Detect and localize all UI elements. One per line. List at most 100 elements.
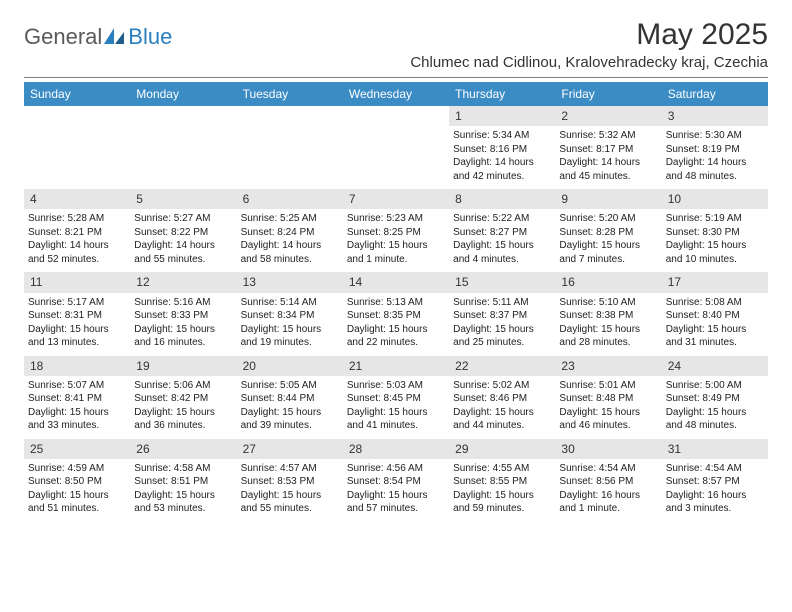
day-number: 20 [237,356,343,376]
weeks-container: 1Sunrise: 5:34 AMSunset: 8:16 PMDaylight… [24,106,768,522]
sunrise-label: Sunrise: [559,380,596,391]
day-cell: 30Sunrise: 4:54 AMSunset: 8:56 PMDayligh… [555,439,661,522]
sunset-label: Sunset: [666,310,700,321]
sunrise-label: Sunrise: [559,213,596,224]
sunset-label: Sunset: [241,227,275,238]
day-number: 28 [343,439,449,459]
sunrise-line: Sunrise: 5:03 AM [347,379,445,393]
sunrise-line: Sunrise: 4:58 AM [134,462,232,476]
day-cell: 13Sunrise: 5:14 AMSunset: 8:34 PMDayligh… [237,272,343,355]
daylight-label: Daylight: [241,490,280,501]
sunset-line: Sunset: 8:35 PM [347,309,445,323]
daylight-label: Daylight: [453,157,492,168]
sunrise-label: Sunrise: [666,463,703,474]
sunrise-value: 4:54 AM [599,463,636,474]
sunset-value: 8:51 PM [171,476,208,487]
sunset-line: Sunset: 8:21 PM [28,226,126,240]
sunrise-label: Sunrise: [134,213,171,224]
sunset-label: Sunset: [347,310,381,321]
sunset-label: Sunset: [453,310,487,321]
sunrise-label: Sunrise: [134,297,171,308]
sunset-line: Sunset: 8:37 PM [453,309,551,323]
sunset-label: Sunset: [241,310,275,321]
daylight-line: Daylight: 16 hours and 3 minutes. [666,489,764,516]
daylight-label: Daylight: [666,324,705,335]
sunset-label: Sunset: [347,227,381,238]
day-header: Tuesday [237,82,343,106]
day-number: 7 [343,189,449,209]
day-number: 1 [449,106,555,126]
sunrise-label: Sunrise: [28,380,65,391]
daylight-label: Daylight: [666,157,705,168]
daylight-label: Daylight: [559,490,598,501]
sunrise-label: Sunrise: [347,213,384,224]
daylight-line: Daylight: 15 hours and 44 minutes. [453,406,551,433]
daylight-line: Daylight: 15 hours and 39 minutes. [241,406,339,433]
sunrise-value: 5:22 AM [493,213,530,224]
day-number: 31 [662,439,768,459]
sunset-line: Sunset: 8:46 PM [453,392,551,406]
sunset-label: Sunset: [559,476,593,487]
daylight-line: Daylight: 15 hours and 19 minutes. [241,323,339,350]
sunset-label: Sunset: [134,227,168,238]
day-number: 5 [130,189,236,209]
sunset-line: Sunset: 8:34 PM [241,309,339,323]
day-number: 19 [130,356,236,376]
sunset-label: Sunset: [134,393,168,404]
sunrise-line: Sunrise: 4:59 AM [28,462,126,476]
sunrise-value: 5:17 AM [67,297,104,308]
sunrise-value: 5:10 AM [599,297,636,308]
sunrise-line: Sunrise: 4:55 AM [453,462,551,476]
sunset-label: Sunset: [453,144,487,155]
sunrise-line: Sunrise: 4:57 AM [241,462,339,476]
sunset-value: 8:57 PM [702,476,739,487]
sunset-line: Sunset: 8:50 PM [28,475,126,489]
sunrise-label: Sunrise: [559,463,596,474]
day-cell: 24Sunrise: 5:00 AMSunset: 8:49 PMDayligh… [662,356,768,439]
sunrise-value: 4:59 AM [67,463,104,474]
sunrise-line: Sunrise: 5:08 AM [666,296,764,310]
daylight-line: Daylight: 15 hours and 31 minutes. [666,323,764,350]
day-cell: 2Sunrise: 5:32 AMSunset: 8:17 PMDaylight… [555,106,661,189]
sunset-value: 8:56 PM [596,476,633,487]
sunset-label: Sunset: [666,144,700,155]
daylight-label: Daylight: [666,490,705,501]
day-cell: 18Sunrise: 5:07 AMSunset: 8:41 PMDayligh… [24,356,130,439]
sunset-value: 8:44 PM [277,393,314,404]
week-row: 18Sunrise: 5:07 AMSunset: 8:41 PMDayligh… [24,356,768,439]
logo: General Blue [24,18,172,50]
sunrise-label: Sunrise: [241,463,278,474]
daylight-line: Daylight: 15 hours and 55 minutes. [241,489,339,516]
daylight-line: Daylight: 14 hours and 58 minutes. [241,239,339,266]
daylight-label: Daylight: [347,240,386,251]
daylight-line: Daylight: 14 hours and 42 minutes. [453,156,551,183]
sunset-line: Sunset: 8:40 PM [666,309,764,323]
daylight-label: Daylight: [241,407,280,418]
sunrise-line: Sunrise: 5:11 AM [453,296,551,310]
sunrise-value: 5:27 AM [174,213,211,224]
sunset-value: 8:49 PM [702,393,739,404]
day-number: 4 [24,189,130,209]
sunrise-line: Sunrise: 5:02 AM [453,379,551,393]
daylight-label: Daylight: [28,240,67,251]
month-title: May 2025 [410,18,768,52]
header-divider [24,77,768,78]
logo-sail-icon [104,28,126,46]
sunset-value: 8:35 PM [384,310,421,321]
daylight-line: Daylight: 15 hours and 57 minutes. [347,489,445,516]
daylight-label: Daylight: [134,324,173,335]
sunrise-label: Sunrise: [453,130,490,141]
daylight-label: Daylight: [559,324,598,335]
sunset-value: 8:48 PM [596,393,633,404]
sunset-value: 8:55 PM [490,476,527,487]
sunset-label: Sunset: [453,393,487,404]
day-cell: 6Sunrise: 5:25 AMSunset: 8:24 PMDaylight… [237,189,343,272]
sunset-line: Sunset: 8:17 PM [559,143,657,157]
sunrise-line: Sunrise: 5:10 AM [559,296,657,310]
sunrise-line: Sunrise: 4:56 AM [347,462,445,476]
sunset-line: Sunset: 8:56 PM [559,475,657,489]
sunrise-label: Sunrise: [559,297,596,308]
sunrise-value: 5:23 AM [386,213,423,224]
sunrise-label: Sunrise: [134,380,171,391]
day-header: Wednesday [343,82,449,106]
